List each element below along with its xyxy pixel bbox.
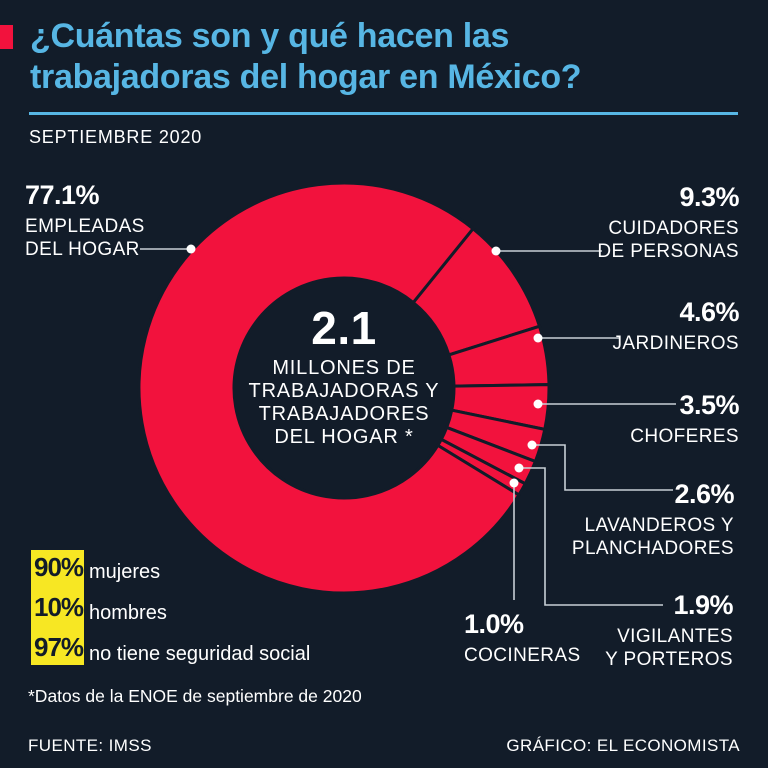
callout-line: CUIDADORES bbox=[608, 218, 739, 239]
callout-line: JARDINEROS bbox=[612, 333, 739, 354]
footer-credit: GRÁFICO: EL ECONOMISTA bbox=[506, 736, 740, 755]
title-underline bbox=[29, 112, 738, 115]
callout-line: DEL HOGAR bbox=[25, 238, 140, 260]
callout-value: 2.6% bbox=[674, 479, 734, 509]
stats-highlight-box: 90% 10% 97% bbox=[31, 550, 84, 665]
callout-jardineros: 4.6% JARDINEROS bbox=[612, 297, 740, 356]
dot-empleadas bbox=[186, 244, 196, 254]
center-line-4: DEL HOGAR * bbox=[274, 426, 414, 448]
page-title: ¿Cuántas son y qué hacen las trabajadora… bbox=[30, 16, 750, 98]
dot-lavanderos bbox=[527, 440, 537, 450]
stat-label-mujeres: mujeres bbox=[89, 561, 161, 583]
callout-line: VIGILANTES bbox=[617, 626, 733, 647]
dot-choferes bbox=[533, 399, 543, 409]
footnote: *Datos de la ENOE de septiembre de 2020 bbox=[28, 686, 362, 706]
page-title-line1: ¿Cuántas son y qué hacen las bbox=[30, 17, 510, 55]
callout-line: PLANCHADORES bbox=[571, 537, 734, 559]
callout-empleadas-del-hogar: 77.1% EMPLEADAS DEL HOGAR bbox=[25, 182, 145, 261]
callout-line: LAVANDEROS Y bbox=[584, 515, 734, 536]
donut-segments bbox=[137, 181, 551, 595]
callout-cocineras: 1.0% COCINERAS bbox=[464, 611, 581, 668]
callout-line: EMPLEADAS bbox=[25, 216, 145, 237]
footer-source: FUENTE: IMSS bbox=[28, 736, 152, 755]
callout-value: 77.1% bbox=[25, 180, 100, 210]
brand-accent-bar bbox=[0, 25, 13, 49]
callout-vigilantes-y-porteros: 1.9% VIGILANTES Y PORTEROS bbox=[605, 592, 733, 671]
callout-value: 4.6% bbox=[679, 297, 739, 327]
callout-choferes: 3.5% CHOFERES bbox=[630, 392, 739, 449]
center-line-1: MILLONES DE bbox=[272, 357, 416, 379]
stat-value-mujeres: 90% bbox=[34, 552, 84, 582]
dot-cuidadores bbox=[491, 246, 501, 256]
callout-line: CHOFERES bbox=[630, 426, 739, 447]
stat-label-seguridad: no tiene seguridad social bbox=[89, 643, 311, 665]
leader-vigilantes bbox=[519, 467, 663, 606]
dot-vigilantes bbox=[514, 463, 524, 473]
callout-line: DE PERSONAS bbox=[597, 240, 739, 262]
date-subtitle: SEPTIEMBRE 2020 bbox=[29, 127, 203, 147]
callout-value: 1.0% bbox=[464, 609, 524, 639]
dot-jardineros bbox=[533, 333, 543, 343]
center-line-3: TRABAJADORES bbox=[258, 403, 430, 425]
callout-line: Y PORTEROS bbox=[605, 648, 733, 670]
donut-center-label: 2.1 MILLONES DE TRABAJADORAS Y TRABAJADO… bbox=[214, 302, 474, 449]
callout-value: 1.9% bbox=[673, 590, 733, 620]
center-value: 2.1 bbox=[311, 302, 377, 354]
stat-value-hombres: 10% bbox=[34, 592, 84, 622]
callout-value: 9.3% bbox=[679, 182, 739, 212]
stat-value-seguridad: 97% bbox=[34, 632, 84, 662]
dot-cocineras bbox=[509, 478, 519, 488]
leader-lines bbox=[140, 244, 676, 606]
leader-lavanderos bbox=[532, 444, 673, 491]
callout-value: 3.5% bbox=[679, 390, 739, 420]
stat-label-hombres: hombres bbox=[89, 602, 167, 624]
callout-line: COCINERAS bbox=[464, 645, 581, 666]
callout-lavanderos-y-planchadores: 2.6% LAVANDEROS Y PLANCHADORES bbox=[571, 479, 735, 560]
callout-cuidadores-de-personas: 9.3% CUIDADORES DE PERSONAS bbox=[597, 184, 739, 263]
page-title-line2: trabajadoras del hogar en México? bbox=[30, 58, 582, 96]
donut-segment-empleadas-del-hogar bbox=[137, 181, 521, 595]
center-line-2: TRABAJADORAS Y bbox=[248, 380, 440, 402]
